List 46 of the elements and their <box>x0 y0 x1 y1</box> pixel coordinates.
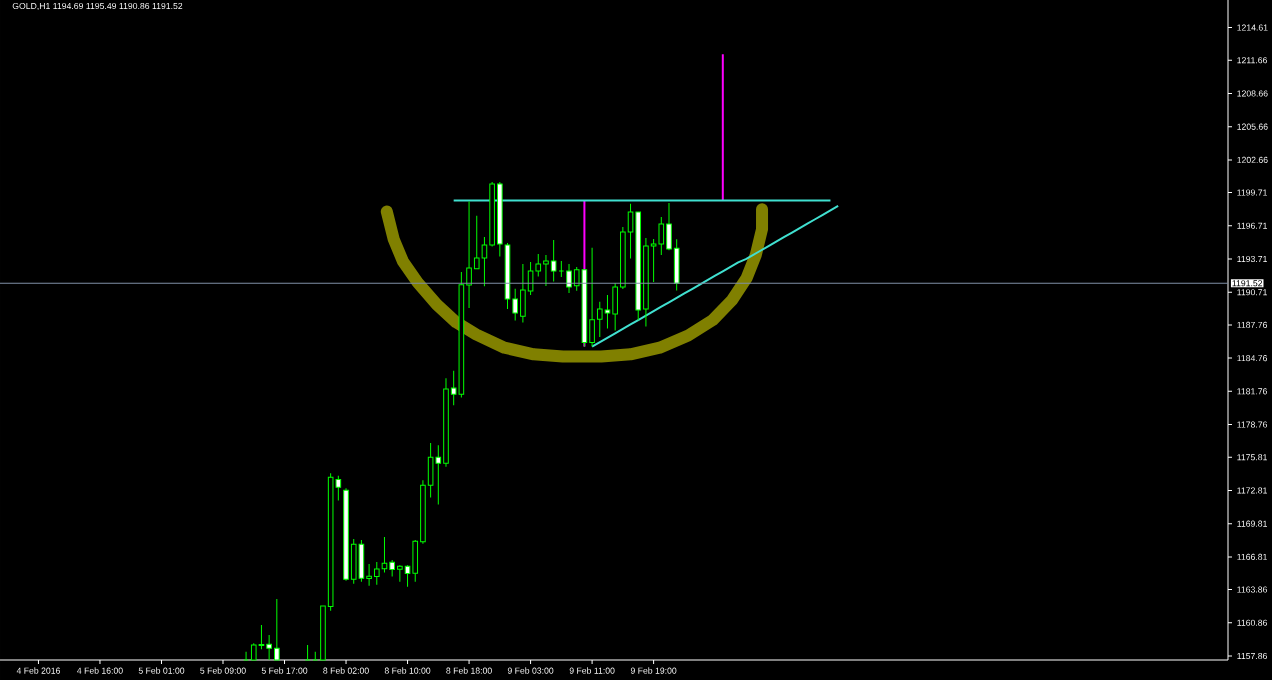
y-tick-label: 1193.71 <box>1237 255 1267 263</box>
candlestick <box>466 200 472 309</box>
x-tick-label: 5 Feb 01:00 <box>138 667 185 674</box>
candlestick <box>589 247 595 347</box>
candlestick <box>550 239 557 282</box>
y-tick-label: 1208.66 <box>1237 90 1268 97</box>
x-tick-label: 9 Feb 03:00 <box>507 667 554 674</box>
x-tick-label: 9 Feb 19:00 <box>630 667 677 674</box>
x-tick-label: 8 Feb 10:00 <box>384 667 431 674</box>
y-tick-label: 1205.66 <box>1237 123 1268 130</box>
candlestick <box>512 288 519 321</box>
x-tick-label: 5 Feb 09:00 <box>200 667 246 674</box>
candlestick <box>373 561 380 586</box>
candlestick <box>604 294 611 329</box>
candlestick <box>304 644 311 661</box>
candlestick <box>543 254 549 287</box>
x-tick-label: 8 Feb 02:00 <box>323 667 369 674</box>
candlestick <box>397 564 403 583</box>
y-tick-label: 1175.81 <box>1237 454 1267 461</box>
y-tick-label: 1169.81 <box>1237 520 1267 527</box>
y-tick-label: 1184.76 <box>1237 355 1268 362</box>
y-tick-label: 1172.81 <box>1237 487 1267 494</box>
y-tick-label: 1199.71 <box>1237 189 1267 196</box>
y-tick-label: 1178.76 <box>1237 421 1268 428</box>
y-tick-label: 1190.71 <box>1237 289 1267 296</box>
y-tick-label: 1187.76 <box>1237 321 1268 328</box>
ref-line-label: 1191.52 <box>1232 280 1263 287</box>
x-tick-label: 8 Feb 18:00 <box>446 667 492 674</box>
candlestick <box>366 563 372 587</box>
y-tick-label: 1163.86 <box>1237 586 1268 593</box>
y-tick-label: 1202.66 <box>1237 156 1268 163</box>
candlestick <box>627 203 634 259</box>
candlestick <box>596 301 603 338</box>
x-tick-label: 4 Feb 16:00 <box>77 667 123 674</box>
y-tick-label: 1157.86 <box>1237 652 1268 660</box>
chart-title: GOLD,H1 1194.69 1195.49 1190.86 1191.52 <box>12 2 183 11</box>
y-tick-label: 1196.71 <box>1237 222 1267 229</box>
y-tick-label: 1211.66 <box>1237 57 1268 64</box>
x-tick-label: 5 Feb 17:00 <box>261 667 308 674</box>
x-tick-label: 9 Feb 11:00 <box>569 667 615 674</box>
candlestick <box>566 263 572 294</box>
x-tick-label: 4 Feb 2016 <box>16 667 60 674</box>
y-tick-label: 1166.81 <box>1237 553 1267 560</box>
y-tick-label: 1160.86 <box>1237 619 1268 626</box>
y-tick-label: 1214.61 <box>1237 24 1268 31</box>
y-tick-label: 1181.76 <box>1237 388 1268 395</box>
